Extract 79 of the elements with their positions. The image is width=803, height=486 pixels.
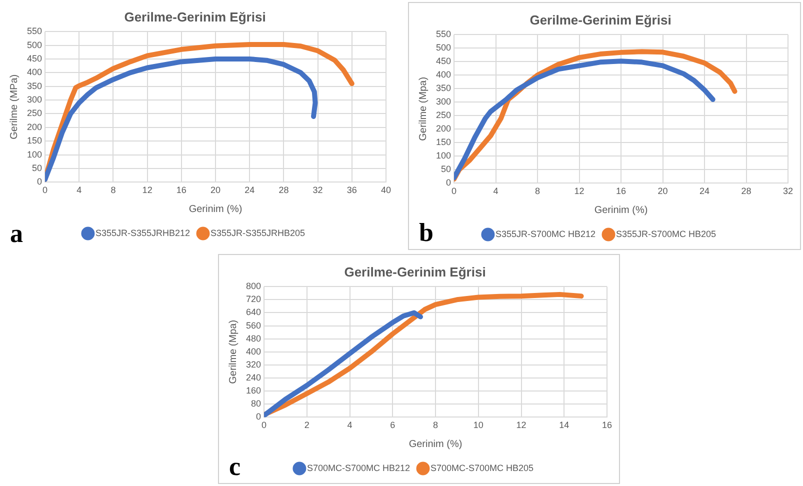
x-axis-title: Gerinim (%) <box>408 438 462 450</box>
x-tick-label: 24 <box>699 186 710 196</box>
x-tick-label: 16 <box>616 186 626 196</box>
legend-label: S355JR-S355JRHB212 <box>95 228 190 238</box>
chart-title: Gerilme-Gerinim Eğrisi <box>124 9 266 24</box>
y-tick-label: 300 <box>436 96 452 107</box>
y-tick-label: 350 <box>436 83 452 94</box>
y-tick-label: 160 <box>246 386 262 396</box>
y-tick-label: 400 <box>26 67 42 78</box>
chart-title: Gerilme-Gerinim Eğrisi <box>530 12 672 28</box>
y-tick-label: 250 <box>26 108 42 118</box>
x-tick-label: 8 <box>535 186 540 196</box>
y-tick-label: 80 <box>251 398 262 409</box>
x-tick-label: 6 <box>390 420 396 430</box>
x-tick-label: 12 <box>142 185 152 196</box>
legend-label: S355JR-S700MC HB205 <box>616 228 716 239</box>
text: a <box>10 219 23 248</box>
x-tick-label: 8 <box>110 185 116 196</box>
x-tick-label: 4 <box>347 420 352 430</box>
legend-label: S700MC-S700MC HB205 <box>430 462 534 473</box>
y-tick-label: 100 <box>26 149 42 160</box>
x-tick-label: 10 <box>473 420 484 430</box>
x-tick-label: 12 <box>516 420 526 430</box>
text: c <box>229 452 241 481</box>
x-tick-label: 12 <box>574 186 584 196</box>
y-tick-label: 450 <box>26 53 42 64</box>
x-tick-label: 36 <box>346 185 357 196</box>
y-tick-label: 240 <box>246 372 262 383</box>
y-tick-label: 550 <box>26 26 42 36</box>
y-tick-label: 0 <box>446 178 452 188</box>
y-tick-label: 50 <box>32 162 42 173</box>
x-tick-label: 4 <box>76 185 82 196</box>
x-tick-label: 4 <box>493 186 498 196</box>
y-tick-label: 500 <box>26 40 42 50</box>
x-tick-label: 28 <box>278 185 289 196</box>
y-axis-title: Gerilme (MPa) <box>8 74 20 140</box>
y-tick-label: 150 <box>26 136 42 146</box>
x-tick-label: 24 <box>244 185 255 196</box>
x-tick-label: 20 <box>210 185 221 196</box>
x-tick-label: 32 <box>312 185 323 196</box>
y-tick-label: 300 <box>26 94 42 105</box>
y-tick-label: 500 <box>436 42 452 53</box>
y-tick-label: 720 <box>246 294 262 304</box>
y-tick-label: 400 <box>436 70 452 80</box>
x-tick-label: 8 <box>433 420 438 430</box>
y-tick-label: 400 <box>246 346 262 356</box>
y-tick-label: 550 <box>436 29 452 40</box>
x-axis-title: Gerinim (%) <box>188 204 242 215</box>
x-tick-label: 28 <box>741 186 752 196</box>
y-tick-label: 100 <box>436 150 452 161</box>
y-tick-label: 0 <box>37 176 42 187</box>
y-tick-label: 200 <box>436 124 452 134</box>
y-tick-label: 640 <box>246 307 262 318</box>
x-tick-label: 40 <box>380 185 392 196</box>
y-tick-label: 50 <box>441 164 452 174</box>
y-tick-label: 800 <box>246 281 262 292</box>
x-tick-label: 2 <box>304 420 310 430</box>
y-axis-title: Gerilme (Mpa) <box>228 320 239 384</box>
x-tick-label: 14 <box>559 420 570 430</box>
y-tick-label: 0 <box>256 412 262 422</box>
legend-label: S355JR-S355JRHB205 <box>210 228 306 238</box>
x-tick-label: 32 <box>782 186 794 196</box>
y-tick-label: 560 <box>246 320 262 330</box>
text: b <box>419 218 434 247</box>
y-tick-label: 250 <box>436 110 452 120</box>
y-tick-label: 450 <box>436 56 452 66</box>
y-tick-label: 150 <box>436 137 452 148</box>
x-tick-label: 16 <box>602 420 612 430</box>
x-tick-label: 16 <box>176 185 186 196</box>
y-tick-label: 320 <box>246 359 262 370</box>
y-tick-label: 200 <box>26 122 42 132</box>
y-tick-label: 480 <box>246 333 262 344</box>
x-axis-title: Gerinim (%) <box>594 204 648 216</box>
x-tick-label: 20 <box>658 186 668 196</box>
y-tick-label: 350 <box>26 80 42 91</box>
legend-label: S355JR-S700MC HB212 <box>495 228 596 239</box>
legend-label: S700MC-S700MC HB212 <box>306 462 410 473</box>
chart-title: Gerilme-Gerinim Eğrisi <box>344 264 486 280</box>
y-axis-title: Gerilme (Mpa) <box>418 76 429 141</box>
